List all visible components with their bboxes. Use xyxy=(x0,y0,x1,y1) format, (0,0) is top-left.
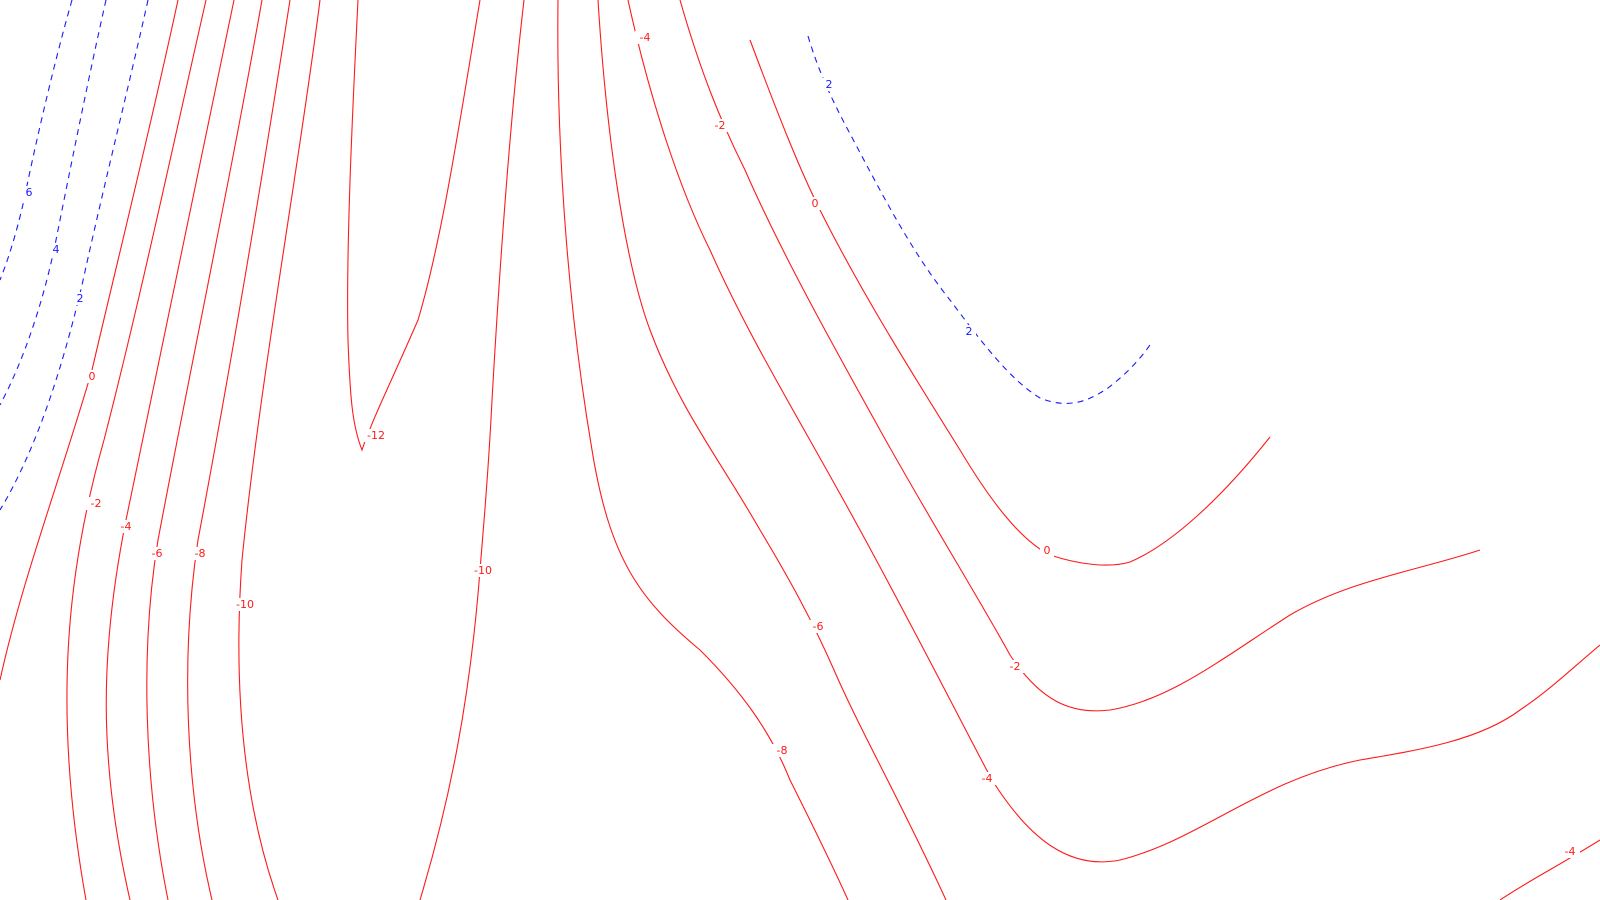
contour-label-m4-mid: -4 xyxy=(982,772,993,785)
contour-label-4: 4 xyxy=(53,243,60,256)
contour-label-m4-top: -4 xyxy=(640,31,651,44)
contour-label-0-right: 0 xyxy=(1044,544,1051,557)
contour-label-m12: -12 xyxy=(367,429,385,442)
contour-label-0-top: 0 xyxy=(812,197,819,210)
contour-line-m6-left xyxy=(146,0,263,900)
contour-label-m6-right: -6 xyxy=(813,620,824,633)
contour-label-2-right: 2 xyxy=(966,325,973,338)
contour-line-0-right xyxy=(749,39,1271,566)
contour-label-0-left: 0 xyxy=(89,370,96,383)
contour-label-layer: 6 4 2 0 -2 -4 -6 -8 -10 -12 -10 -4 -2 0 … xyxy=(22,31,1580,858)
contour-line-m6-right xyxy=(597,0,947,900)
contour-line-m2-left xyxy=(66,0,207,900)
contour-line-0-left xyxy=(0,0,179,681)
contour-label-m10-left: -10 xyxy=(236,598,254,611)
contour-label-m10-center: -10 xyxy=(474,564,492,577)
contour-line-m10-center xyxy=(419,0,525,900)
contour-line-2-right xyxy=(807,35,1153,404)
contour-line-4 xyxy=(0,0,107,406)
contour-line-6 xyxy=(0,0,73,281)
contour-label-m8-right: -8 xyxy=(777,744,788,757)
contour-label-6: 6 xyxy=(26,186,33,199)
contour-label-m2-right: -2 xyxy=(1010,660,1021,673)
contour-label-m8-left: -8 xyxy=(195,547,206,560)
contour-label-m4-bottom-right: -4 xyxy=(1565,845,1576,858)
contour-line-m4-top xyxy=(627,0,1600,863)
contour-line-m8-right xyxy=(557,0,849,900)
contour-line-m4-left xyxy=(105,0,235,900)
contour-line-m4-bottom-right xyxy=(1499,839,1600,900)
contour-line-2-left xyxy=(0,0,149,511)
contour-label-m4-left: -4 xyxy=(121,520,132,533)
contour-label-2-top: 2 xyxy=(826,78,833,91)
contour-line-m2 xyxy=(679,0,1481,712)
contour-label-m2-left: -2 xyxy=(91,497,102,510)
contour-label-m2-top: -2 xyxy=(715,119,726,132)
contour-line-m12 xyxy=(347,0,481,452)
contour-label-m6-left: -6 xyxy=(152,547,163,560)
contour-label-2-left: 2 xyxy=(77,292,84,305)
contour-line-m10-left xyxy=(238,0,321,900)
contour-line-m8-left xyxy=(187,0,291,900)
